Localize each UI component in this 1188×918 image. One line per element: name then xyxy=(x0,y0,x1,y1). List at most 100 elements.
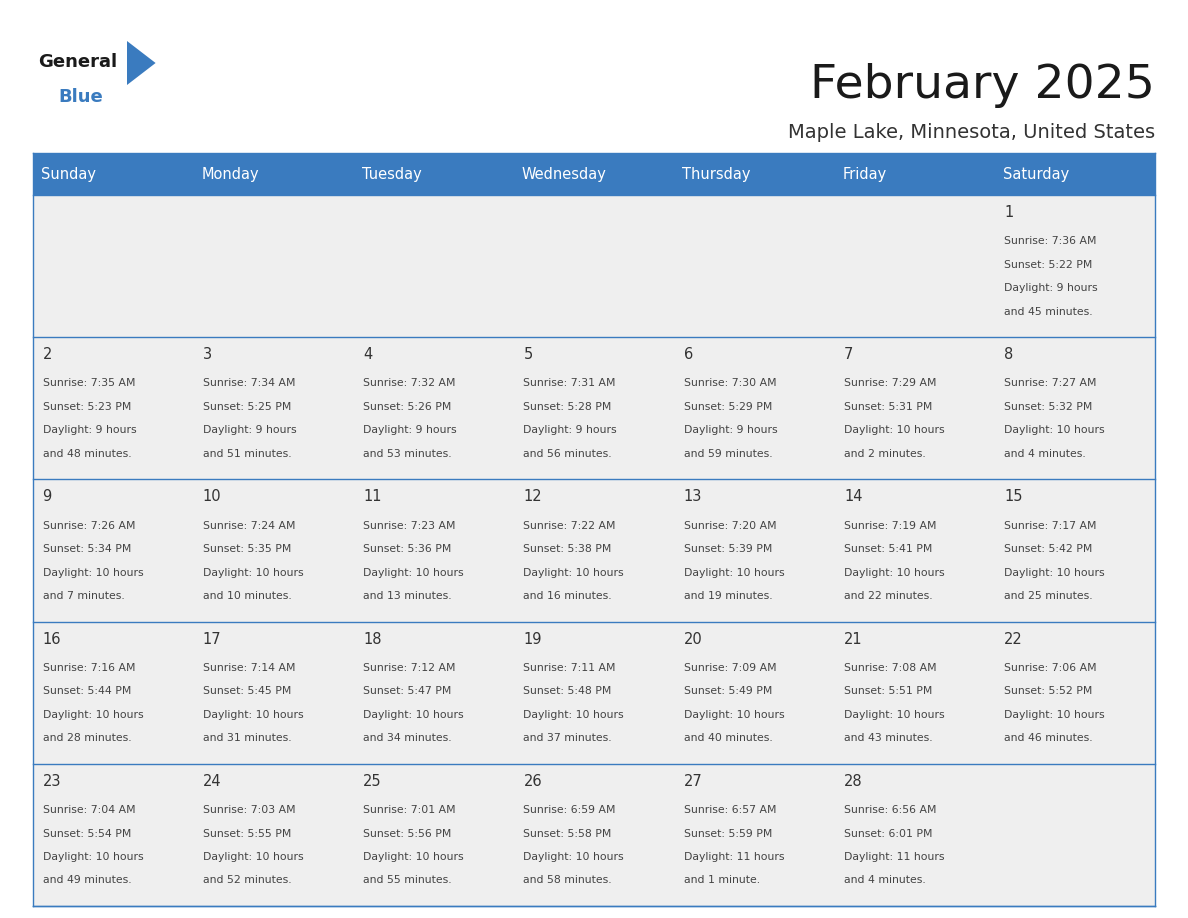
Text: 5: 5 xyxy=(524,347,532,363)
Text: Sunset: 5:54 PM: Sunset: 5:54 PM xyxy=(43,829,131,838)
Text: Daylight: 10 hours: Daylight: 10 hours xyxy=(843,425,944,435)
Text: and 25 minutes.: and 25 minutes. xyxy=(1004,591,1093,601)
Text: Sunset: 5:34 PM: Sunset: 5:34 PM xyxy=(43,544,131,554)
Text: and 4 minutes.: and 4 minutes. xyxy=(1004,449,1086,459)
Text: Daylight: 10 hours: Daylight: 10 hours xyxy=(843,567,944,577)
Text: Sunrise: 7:36 AM: Sunrise: 7:36 AM xyxy=(1004,236,1097,246)
Text: Sunday: Sunday xyxy=(42,166,96,182)
Text: Sunrise: 7:31 AM: Sunrise: 7:31 AM xyxy=(524,378,615,388)
Text: Daylight: 10 hours: Daylight: 10 hours xyxy=(203,852,303,862)
Text: Maple Lake, Minnesota, United States: Maple Lake, Minnesota, United States xyxy=(788,123,1155,142)
Text: Daylight: 10 hours: Daylight: 10 hours xyxy=(684,710,784,720)
Text: Sunset: 5:29 PM: Sunset: 5:29 PM xyxy=(684,402,772,412)
Text: Sunrise: 7:19 AM: Sunrise: 7:19 AM xyxy=(843,521,936,531)
Text: and 58 minutes.: and 58 minutes. xyxy=(524,876,612,886)
Text: Sunrise: 7:17 AM: Sunrise: 7:17 AM xyxy=(1004,521,1097,531)
Text: Sunrise: 7:12 AM: Sunrise: 7:12 AM xyxy=(364,663,456,673)
Text: Sunset: 5:52 PM: Sunset: 5:52 PM xyxy=(1004,687,1093,696)
Text: Sunrise: 7:29 AM: Sunrise: 7:29 AM xyxy=(843,378,936,388)
Bar xyxy=(33,479,1155,621)
Text: Sunset: 5:26 PM: Sunset: 5:26 PM xyxy=(364,402,451,412)
Bar xyxy=(33,764,1155,906)
Text: Sunset: 5:22 PM: Sunset: 5:22 PM xyxy=(1004,260,1093,270)
Text: 22: 22 xyxy=(1004,632,1023,646)
Text: and 19 minutes.: and 19 minutes. xyxy=(684,591,772,601)
Text: and 31 minutes.: and 31 minutes. xyxy=(203,733,291,744)
Bar xyxy=(33,621,1155,764)
Text: Sunrise: 7:22 AM: Sunrise: 7:22 AM xyxy=(524,521,615,531)
Text: and 22 minutes.: and 22 minutes. xyxy=(843,591,933,601)
Text: Daylight: 10 hours: Daylight: 10 hours xyxy=(1004,425,1105,435)
Text: Daylight: 10 hours: Daylight: 10 hours xyxy=(43,852,144,862)
Text: 7: 7 xyxy=(843,347,853,363)
Bar xyxy=(33,195,1155,337)
Text: Daylight: 10 hours: Daylight: 10 hours xyxy=(843,710,944,720)
Text: 14: 14 xyxy=(843,489,862,504)
Text: Sunrise: 6:59 AM: Sunrise: 6:59 AM xyxy=(524,805,615,815)
Text: Sunrise: 7:26 AM: Sunrise: 7:26 AM xyxy=(43,521,135,531)
Text: February 2025: February 2025 xyxy=(810,63,1155,108)
Text: 21: 21 xyxy=(843,632,862,646)
Text: 1: 1 xyxy=(1004,205,1013,220)
Text: Sunset: 5:28 PM: Sunset: 5:28 PM xyxy=(524,402,612,412)
Text: Daylight: 11 hours: Daylight: 11 hours xyxy=(684,852,784,862)
Text: Sunset: 5:56 PM: Sunset: 5:56 PM xyxy=(364,829,451,838)
Text: Daylight: 10 hours: Daylight: 10 hours xyxy=(524,710,624,720)
Text: 26: 26 xyxy=(524,774,542,789)
Text: Daylight: 10 hours: Daylight: 10 hours xyxy=(524,567,624,577)
Text: Daylight: 10 hours: Daylight: 10 hours xyxy=(524,852,624,862)
Text: Sunrise: 7:24 AM: Sunrise: 7:24 AM xyxy=(203,521,296,531)
Text: Sunset: 5:31 PM: Sunset: 5:31 PM xyxy=(843,402,933,412)
Text: and 46 minutes.: and 46 minutes. xyxy=(1004,733,1093,744)
Text: Sunset: 6:01 PM: Sunset: 6:01 PM xyxy=(843,829,933,838)
Text: and 16 minutes.: and 16 minutes. xyxy=(524,591,612,601)
Text: Sunset: 5:45 PM: Sunset: 5:45 PM xyxy=(203,687,291,696)
Text: and 34 minutes.: and 34 minutes. xyxy=(364,733,451,744)
Text: Sunset: 5:23 PM: Sunset: 5:23 PM xyxy=(43,402,131,412)
Text: 13: 13 xyxy=(684,489,702,504)
Text: Sunset: 5:41 PM: Sunset: 5:41 PM xyxy=(843,544,933,554)
Text: Friday: Friday xyxy=(842,166,886,182)
Text: Sunset: 5:32 PM: Sunset: 5:32 PM xyxy=(1004,402,1093,412)
Text: Sunrise: 6:57 AM: Sunrise: 6:57 AM xyxy=(684,805,776,815)
Text: Daylight: 9 hours: Daylight: 9 hours xyxy=(1004,283,1098,293)
Text: Thursday: Thursday xyxy=(682,166,751,182)
Text: 2: 2 xyxy=(43,347,52,363)
Text: Daylight: 9 hours: Daylight: 9 hours xyxy=(364,425,457,435)
Text: Sunrise: 7:11 AM: Sunrise: 7:11 AM xyxy=(524,663,615,673)
Text: and 7 minutes.: and 7 minutes. xyxy=(43,591,125,601)
Text: Sunset: 5:38 PM: Sunset: 5:38 PM xyxy=(524,544,612,554)
Text: 20: 20 xyxy=(684,632,702,646)
Bar xyxy=(33,337,1155,479)
Text: 18: 18 xyxy=(364,632,381,646)
Text: 25: 25 xyxy=(364,774,381,789)
Text: Sunrise: 6:56 AM: Sunrise: 6:56 AM xyxy=(843,805,936,815)
Text: and 48 minutes.: and 48 minutes. xyxy=(43,449,131,459)
Text: Wednesday: Wednesday xyxy=(522,166,607,182)
Text: Sunrise: 7:03 AM: Sunrise: 7:03 AM xyxy=(203,805,296,815)
Text: Sunrise: 7:01 AM: Sunrise: 7:01 AM xyxy=(364,805,456,815)
Text: and 37 minutes.: and 37 minutes. xyxy=(524,733,612,744)
Text: Monday: Monday xyxy=(201,166,259,182)
Text: and 1 minute.: and 1 minute. xyxy=(684,876,760,886)
Text: Daylight: 10 hours: Daylight: 10 hours xyxy=(364,710,463,720)
Text: and 49 minutes.: and 49 minutes. xyxy=(43,876,131,886)
Text: Sunrise: 7:09 AM: Sunrise: 7:09 AM xyxy=(684,663,777,673)
Text: and 13 minutes.: and 13 minutes. xyxy=(364,591,451,601)
Text: 10: 10 xyxy=(203,489,221,504)
Text: and 40 minutes.: and 40 minutes. xyxy=(684,733,772,744)
Text: 9: 9 xyxy=(43,489,52,504)
Text: Daylight: 9 hours: Daylight: 9 hours xyxy=(43,425,137,435)
Text: Daylight: 10 hours: Daylight: 10 hours xyxy=(43,710,144,720)
Text: 27: 27 xyxy=(684,774,702,789)
Bar xyxy=(33,153,1155,195)
Text: and 28 minutes.: and 28 minutes. xyxy=(43,733,131,744)
Text: 23: 23 xyxy=(43,774,61,789)
Text: Sunrise: 7:34 AM: Sunrise: 7:34 AM xyxy=(203,378,296,388)
Text: Sunset: 5:58 PM: Sunset: 5:58 PM xyxy=(524,829,612,838)
Text: Sunset: 5:55 PM: Sunset: 5:55 PM xyxy=(203,829,291,838)
Text: and 52 minutes.: and 52 minutes. xyxy=(203,876,291,886)
Text: Sunrise: 7:14 AM: Sunrise: 7:14 AM xyxy=(203,663,296,673)
Text: Daylight: 10 hours: Daylight: 10 hours xyxy=(203,710,303,720)
Text: Daylight: 9 hours: Daylight: 9 hours xyxy=(684,425,777,435)
